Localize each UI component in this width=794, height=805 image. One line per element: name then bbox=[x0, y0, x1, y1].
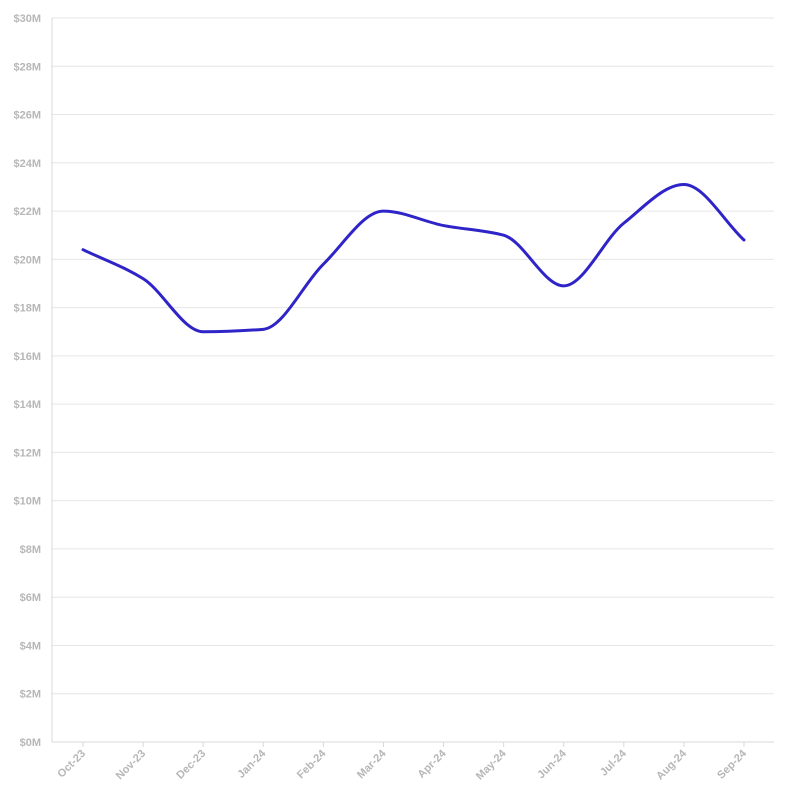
series-layer bbox=[81, 183, 746, 334]
y-tick-label: $12M bbox=[13, 447, 41, 459]
x-axis: Oct-23 Nov-23 Dec-23 Jan-24 Feb-24 Mar-24 Apr-… bbox=[55, 742, 750, 782]
x-tick-label: Dec-23 bbox=[174, 748, 208, 782]
x-tick-label: Oct-23 bbox=[55, 748, 88, 781]
x-tick-label: Feb-24 bbox=[295, 747, 329, 781]
y-tick-label: $0M bbox=[20, 737, 41, 749]
y-tick-label: $2M bbox=[20, 689, 41, 701]
x-tick-label: Nov-23 bbox=[114, 748, 148, 782]
y-tick-label: $14M bbox=[13, 399, 41, 411]
x-tick-label: Aug-24 bbox=[654, 747, 689, 782]
y-tick-label: $24M bbox=[13, 158, 41, 170]
y-tick-label: $4M bbox=[20, 640, 41, 652]
x-tick-label: Sep-24 bbox=[715, 747, 750, 782]
y-axis: $0M $2M $4M $6M $8M $10M $12M $14M $16M $18M $20M $… bbox=[13, 13, 41, 749]
x-tick-label: Jan-24 bbox=[235, 747, 269, 781]
x-tick-label: May-24 bbox=[474, 747, 509, 782]
x-tick-label: Mar-24 bbox=[355, 747, 389, 781]
x-tick-label: Jun-24 bbox=[535, 747, 569, 781]
y-tick-label: $6M bbox=[20, 592, 41, 604]
y-tick-label: $10M bbox=[13, 496, 41, 508]
y-tick-label: $16M bbox=[13, 351, 41, 363]
y-tick-label: $8M bbox=[20, 544, 41, 556]
y-tick-label: $22M bbox=[13, 206, 41, 218]
y-tick-label: $28M bbox=[13, 61, 41, 73]
y-tick-label: $26M bbox=[13, 110, 41, 122]
x-tick-label: Apr-24 bbox=[416, 747, 450, 781]
y-tick-label: $20M bbox=[13, 254, 41, 266]
series-line bbox=[81, 183, 746, 334]
y-tick-label: $30M bbox=[13, 13, 41, 25]
grid-layer bbox=[51, 17, 774, 743]
x-tick-label: Jul-24 bbox=[598, 747, 630, 779]
y-tick-label: $18M bbox=[13, 303, 41, 315]
